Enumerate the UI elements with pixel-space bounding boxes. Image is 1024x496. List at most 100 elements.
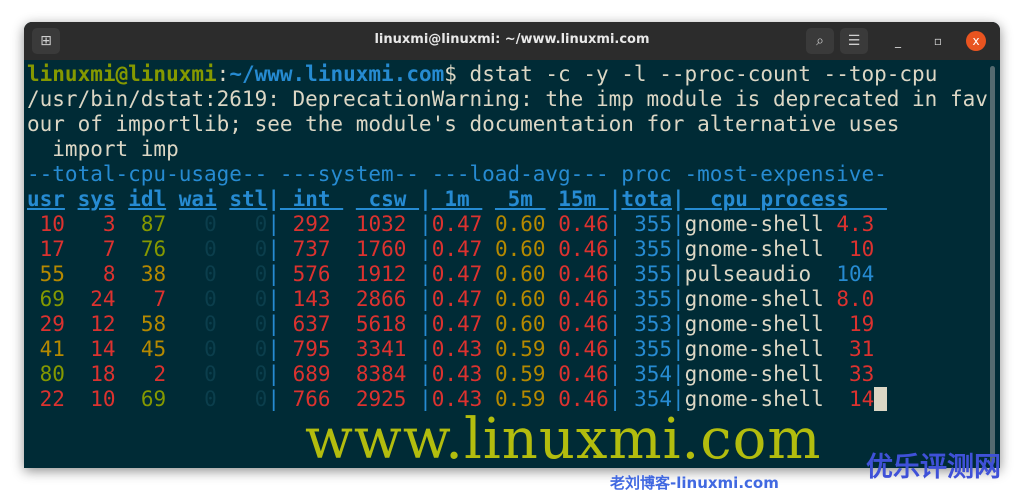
spacer bbox=[482, 212, 495, 236]
cell-load-5m: 0.60 bbox=[494, 312, 546, 336]
cell-usr: 29 bbox=[27, 312, 65, 336]
column-separator: | bbox=[419, 287, 432, 311]
spacer bbox=[406, 212, 419, 236]
cell-cpu: 104 bbox=[836, 262, 875, 286]
cell-usr: 17 bbox=[27, 237, 65, 261]
column-separator: | bbox=[608, 387, 622, 411]
table-row: 22 10 69 0 0| 766 2925 |0.43 0.59 0.46| … bbox=[27, 387, 987, 412]
column-separator: | bbox=[608, 312, 622, 336]
cell-wai: 0 bbox=[178, 362, 217, 386]
spacer bbox=[482, 237, 495, 261]
cell-process: gnome-shell bbox=[684, 287, 837, 311]
scrollbar[interactable] bbox=[990, 66, 995, 464]
prompt-line: linuxmi@linuxmi:~/www.linuxmi.com$ dstat… bbox=[27, 62, 987, 87]
cell-proc-total: 354 bbox=[621, 387, 673, 411]
cell-load-15m: 0.46 bbox=[558, 212, 609, 236]
column-separator: | bbox=[672, 287, 685, 311]
cell-idl: 69 bbox=[128, 387, 167, 411]
column-label: csw bbox=[355, 187, 420, 211]
spacer bbox=[406, 262, 419, 286]
spacer bbox=[166, 362, 179, 386]
spacer bbox=[406, 312, 419, 336]
spacer bbox=[482, 287, 495, 311]
spacer bbox=[406, 237, 419, 261]
cell-wai: 0 bbox=[178, 262, 217, 286]
column-separator bbox=[166, 187, 179, 211]
column-separator: | bbox=[419, 212, 432, 236]
spacer bbox=[166, 212, 179, 236]
column-separator: | bbox=[672, 337, 685, 361]
spacer bbox=[217, 287, 230, 311]
spacer bbox=[116, 312, 129, 336]
cell-load-5m: 0.59 bbox=[494, 387, 546, 411]
cell-load-15m: 0.46 bbox=[558, 312, 609, 336]
column-separator: | bbox=[267, 237, 280, 261]
spacer bbox=[331, 312, 344, 336]
column-label: sys bbox=[77, 187, 116, 211]
spacer bbox=[116, 337, 129, 361]
cell-int: 795 bbox=[279, 337, 331, 361]
cell-usr: 41 bbox=[27, 337, 65, 361]
cell-load-5m: 0.59 bbox=[494, 362, 546, 386]
column-separator: | bbox=[608, 287, 622, 311]
cell-sys: 18 bbox=[77, 362, 116, 386]
close-button[interactable]: x bbox=[966, 31, 986, 51]
terminal-window: ⊞ linuxmi@linuxmi: ~/www.linuxmi.com ⌕ ☰… bbox=[24, 22, 1000, 468]
column-label: tota bbox=[621, 187, 672, 211]
cell-load-1m: 0.47 bbox=[431, 287, 483, 311]
cell-sys: 10 bbox=[77, 387, 116, 411]
column-separator: | bbox=[267, 387, 280, 411]
cell-proc-total: 355 bbox=[621, 212, 673, 236]
search-icon[interactable]: ⌕ bbox=[806, 28, 834, 54]
table-row: 41 14 45 0 0| 795 3341 |0.43 0.59 0.46| … bbox=[27, 337, 987, 362]
column-separator: | bbox=[608, 212, 622, 236]
cell-process: gnome-shell bbox=[684, 362, 837, 386]
cell-wai: 0 bbox=[178, 337, 217, 361]
cell-sys: 8 bbox=[77, 262, 116, 286]
column-separator: | bbox=[419, 187, 432, 211]
cursor bbox=[874, 387, 887, 411]
cell-int: 576 bbox=[279, 262, 331, 286]
column-separator: | bbox=[672, 262, 685, 286]
cell-proc-total: 355 bbox=[621, 262, 673, 286]
watermark-main: www.linuxmi.com bbox=[305, 407, 822, 472]
column-separator bbox=[217, 187, 230, 211]
spacer bbox=[217, 387, 230, 411]
spacer bbox=[217, 337, 230, 361]
column-separator: | bbox=[608, 262, 622, 286]
spacer bbox=[331, 287, 344, 311]
maximize-button[interactable]: ▫ bbox=[933, 34, 943, 48]
spacer bbox=[65, 387, 78, 411]
column-separator: | bbox=[608, 237, 622, 261]
cell-cpu: 8.0 bbox=[836, 287, 875, 311]
new-tab-icon[interactable]: ⊞ bbox=[32, 28, 60, 54]
spacer bbox=[65, 237, 78, 261]
output-line: import imp bbox=[27, 137, 179, 161]
spacer bbox=[116, 262, 129, 286]
spacer bbox=[482, 337, 495, 361]
spacer bbox=[65, 362, 78, 386]
title-bar: ⊞ linuxmi@linuxmi: ~/www.linuxmi.com ⌕ ☰… bbox=[24, 22, 1000, 60]
hamburger-menu-icon[interactable]: ☰ bbox=[840, 28, 868, 54]
terminal-output[interactable]: linuxmi@linuxmi:~/www.linuxmi.com$ dstat… bbox=[27, 62, 988, 412]
column-separator: | bbox=[267, 262, 280, 286]
cell-proc-total: 355 bbox=[621, 337, 673, 361]
cell-load-15m: 0.46 bbox=[558, 387, 609, 411]
column-separator: | bbox=[608, 187, 622, 211]
cell-sys: 14 bbox=[77, 337, 116, 361]
column-label: 1m bbox=[431, 187, 483, 211]
cell-proc-total: 353 bbox=[621, 312, 673, 336]
spacer bbox=[116, 287, 129, 311]
spacer bbox=[65, 212, 78, 236]
column-separator: | bbox=[608, 362, 622, 386]
cell-usr: 55 bbox=[27, 262, 65, 286]
spacer bbox=[65, 287, 78, 311]
minimize-button[interactable]: _ bbox=[895, 34, 901, 48]
cell-load-5m: 0.60 bbox=[494, 237, 546, 261]
cell-int: 737 bbox=[279, 237, 331, 261]
column-separator: | bbox=[672, 237, 685, 261]
column-separator bbox=[65, 187, 78, 211]
cell-load-1m: 0.47 bbox=[431, 212, 483, 236]
spacer bbox=[166, 387, 179, 411]
spacer bbox=[116, 237, 129, 261]
